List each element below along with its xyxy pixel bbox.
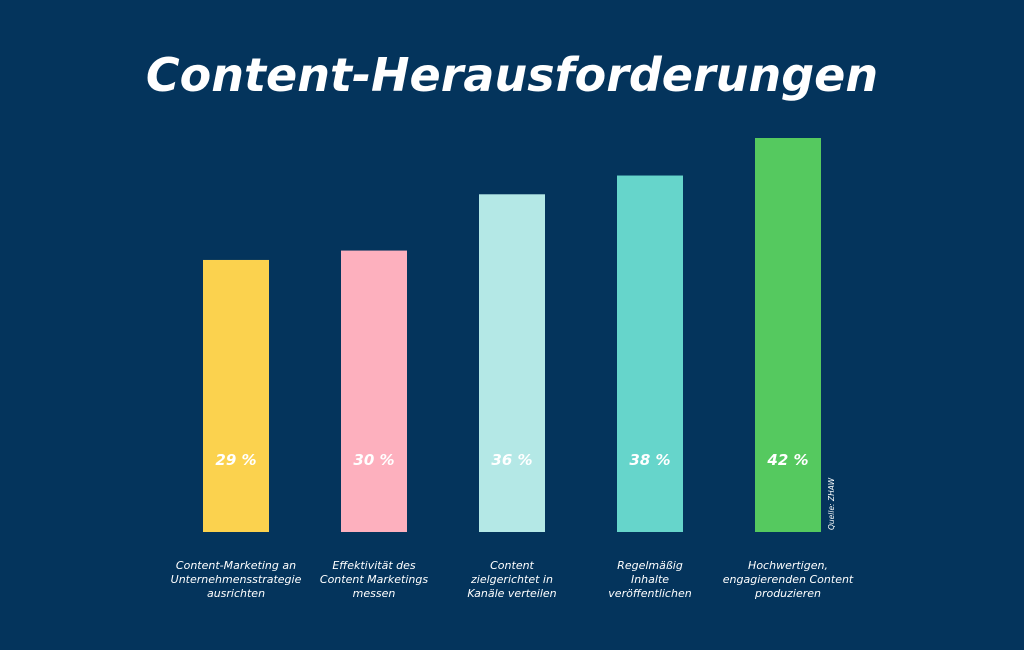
value-label-2: 30 %	[353, 451, 394, 469]
category-labels-layer: Content-Marketing an Unternehmensstrategi…	[171, 559, 854, 600]
category-label-line: Regelmäßig	[617, 559, 683, 572]
value-labels-layer: 29 % 30 % 36 % 38 % 42 %	[215, 451, 808, 469]
bar-3	[479, 194, 545, 533]
category-label-line: Inhalte	[631, 573, 669, 586]
category-label-line: veröffentlichen	[608, 587, 691, 600]
value-label-1: 29 %	[215, 451, 256, 469]
category-label-line: messen	[353, 587, 396, 600]
category-label-1: Content-Marketing an Unternehmensstrategi…	[171, 559, 302, 600]
category-label-line: Unternehmensstrategie	[171, 573, 302, 586]
bar-4	[617, 175, 683, 532]
bar-5	[755, 138, 821, 532]
category-label-line: Hochwertigen,	[748, 559, 828, 572]
category-label-line: Content Marketings	[320, 573, 428, 586]
category-label-3: Content zielgerichtet in Kanäle verteilen	[467, 559, 556, 600]
category-label-line: produzieren	[754, 587, 821, 600]
bars-layer	[203, 138, 821, 533]
category-label-5: Hochwertigen, engagierenden Content produz…	[723, 559, 854, 600]
value-label-3: 36 %	[491, 451, 532, 469]
chart-title: Content-Herausforderungen	[145, 48, 879, 102]
bar-2	[341, 250, 407, 533]
category-label-4: Regelmäßig Inhalte veröffentlichen	[608, 559, 691, 600]
category-label-line: ausrichten	[207, 587, 265, 600]
category-label-line: Kanäle verteilen	[467, 587, 556, 600]
category-label-line: Effektivität des	[332, 559, 416, 572]
value-label-5: 42 %	[766, 451, 808, 469]
category-label-2: Effektivität des Content Marketings messen	[320, 559, 428, 600]
category-label-line: engagierenden Content	[723, 573, 854, 586]
source-note: Quelle: ZHAW	[827, 477, 836, 530]
category-label-line: Content	[490, 559, 534, 572]
category-label-line: Content-Marketing an	[176, 559, 296, 572]
value-label-4: 38 %	[629, 451, 670, 469]
category-label-line: zielgerichtet in	[470, 573, 553, 586]
bar-1	[203, 259, 269, 532]
